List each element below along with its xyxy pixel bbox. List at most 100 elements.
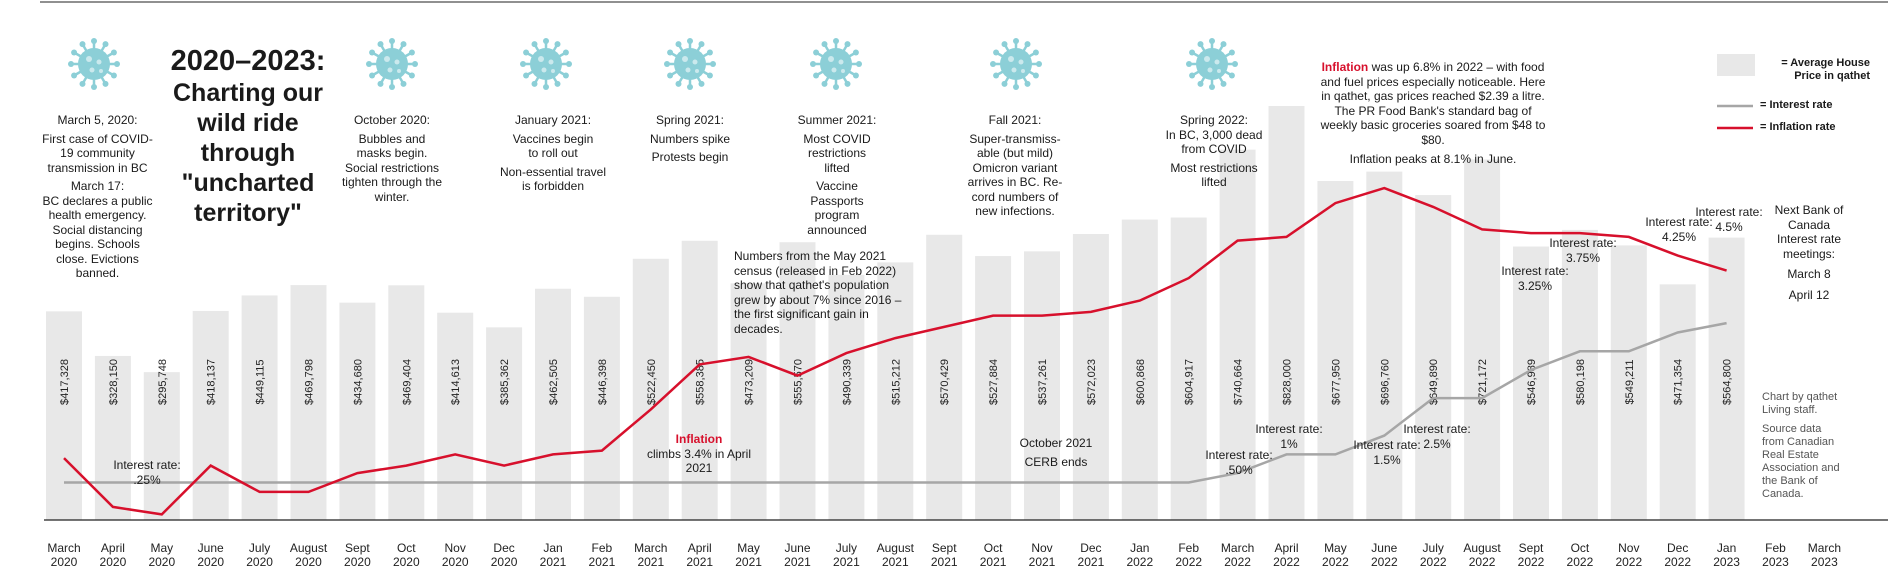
x-tick-label: Dec 2021 [1078, 541, 1105, 569]
price-bar [1415, 195, 1452, 520]
interest-title: Interest rate: [1695, 205, 1763, 219]
x-tick-label: Feb 2022 [1175, 541, 1202, 569]
interest-label-050: Interest rate: .50% [1204, 448, 1274, 477]
price-label: $721,172 [1477, 359, 1489, 405]
interest-value: 3.25% [1517, 278, 1553, 293]
x-tick-label: July 2020 [246, 541, 273, 569]
ann-text: January 2021: [514, 113, 592, 127]
price-bar [437, 312, 474, 520]
ann-text: CERB ends [1024, 454, 1088, 469]
price-label: $677,950 [1330, 359, 1342, 405]
x-tick-label: June 2020 [197, 541, 224, 569]
ann-text: Spring 2022: [1179, 113, 1249, 127]
ann-text: Next Bank of Canada Interest rate meetin… [1774, 203, 1844, 261]
annotation-census: Numbers from the May 2021 census (releas… [734, 249, 902, 336]
headline: 2020–2023: Charting our wild ride throug… [158, 44, 338, 228]
interest-value: .50% [1225, 462, 1253, 477]
interest-value: 4.5% [1715, 219, 1743, 234]
price-bar [681, 240, 718, 520]
price-label: $580,198 [1575, 359, 1587, 405]
price-bar [1659, 284, 1696, 520]
legend-swatches [1717, 54, 1755, 130]
price-bar [143, 372, 180, 520]
price-bar [94, 355, 131, 520]
ann-text: Inflation peaks at 8.1% in June. [1349, 152, 1517, 166]
interest-label-425: Interest rate: 4.25% [1644, 215, 1714, 244]
virus-icon [810, 38, 862, 90]
x-tick-label: Sept 2022 [1518, 541, 1545, 569]
x-tick-label: June 2021 [784, 541, 811, 569]
ann-text: Non-essential travel is forbidden [499, 164, 607, 194]
price-label: $522,450 [646, 359, 658, 405]
price-label: $469,798 [304, 359, 316, 405]
annotation-jan-2021: January 2021: Vaccines begin to roll out… [493, 113, 613, 194]
interest-value: 1.5% [1373, 452, 1401, 467]
bar-labels-layer: $417,328 $328,150 $295,748 $418,137 $449,115… [59, 359, 1734, 405]
x-tick-label: August 2021 [877, 541, 915, 569]
annotation-summer-2021: Summer 2021: Most COVID restrictions lif… [782, 113, 892, 237]
credit-text: Chart by qathet Living staff. [1762, 391, 1838, 416]
ann-text: was up 6.8% in 2022 – with food and fuel… [1320, 60, 1546, 147]
price-bar [1561, 229, 1598, 520]
price-bar [486, 327, 523, 520]
price-bar [828, 274, 865, 520]
price-bar [1121, 219, 1158, 521]
price-bar [1317, 181, 1354, 520]
legend-house-label: = Average House Price in qathet [1781, 57, 1870, 82]
interest-value: 2.5% [1423, 436, 1451, 451]
ann-text: Protests begin [651, 150, 729, 164]
price-bar [632, 258, 669, 520]
price-bar [192, 310, 229, 520]
virus-icon [520, 38, 572, 90]
legend-house-swatch [1717, 54, 1755, 76]
price-label: $434,680 [352, 359, 364, 405]
interest-value: 4.25% [1661, 229, 1697, 244]
price-bar [1610, 245, 1647, 520]
ann-text: March 5, 2020: [57, 113, 138, 127]
price-bar [1268, 106, 1305, 520]
x-tick-label: Dec 2020 [491, 541, 518, 569]
x-tick-label: Dec 2022 [1664, 541, 1691, 569]
x-tick-label: Jan 2021 [540, 541, 567, 569]
price-label: $600,868 [1135, 359, 1147, 405]
annotation-spring-2021: Spring 2021: Numbers spike Protests begi… [645, 113, 735, 165]
price-bar [975, 256, 1012, 520]
interest-title: Interest rate: [113, 458, 181, 472]
price-bar [1219, 149, 1256, 520]
x-tick-label: March 2023 [1808, 541, 1841, 569]
price-bar [388, 285, 425, 520]
price-bar [1513, 246, 1549, 520]
annotation-spring-2022: Spring 2022: In BC, 3,000 dead from COVI… [1160, 113, 1268, 190]
ann-text: Bubbles and masks begin. Social restrict… [341, 131, 443, 204]
ann-text: First case of COVID-19 community transmi… [42, 131, 153, 175]
price-label: $449,115 [255, 359, 267, 404]
bars-layer [46, 106, 1745, 521]
annotation-fall-2021: Fall 2021: Super-transmiss-able (but mil… [960, 113, 1070, 219]
x-tick-label: April 2022 [1273, 541, 1300, 569]
ann-text: October 2021 [1019, 436, 1093, 450]
interest-label-25: Interest rate: 2.5% [1402, 422, 1472, 451]
x-tick-label: Feb 2023 [1762, 541, 1789, 569]
price-label: $490,339 [841, 359, 853, 405]
x-tick-label: Jan 2023 [1713, 541, 1740, 569]
price-bar [730, 283, 767, 520]
x-axis-labels: March 2020 April 2020 May 2020 June 2020 July 202… [47, 541, 1841, 569]
annotation-oct-2020: October 2020: Bubbles and masks begin. S… [340, 113, 444, 204]
ann-text: Most COVID restrictions lifted [803, 131, 871, 175]
price-bar [1366, 171, 1403, 520]
price-label: $549,211 [1624, 359, 1636, 404]
ann-text: BC declares a public health emergency. S… [42, 193, 153, 281]
price-bar [290, 285, 327, 520]
x-tick-label: May 2020 [148, 541, 175, 569]
ann-text: Numbers from the May 2021 census (releas… [734, 249, 902, 336]
x-tick-label: August 2020 [290, 541, 328, 569]
x-tick-label: April 2020 [100, 541, 127, 569]
inflation-keyword: Inflation [1321, 60, 1369, 74]
price-label: $469,404 [401, 359, 413, 405]
annotation-cerb: October 2021 CERB ends [1004, 436, 1108, 469]
ann-text: Fall 2021: [988, 113, 1042, 127]
price-label: $555,570 [793, 359, 805, 405]
ann-text: March 8 [1787, 267, 1831, 281]
x-tick-label: May 2022 [1322, 541, 1349, 569]
price-bar [1072, 233, 1109, 520]
